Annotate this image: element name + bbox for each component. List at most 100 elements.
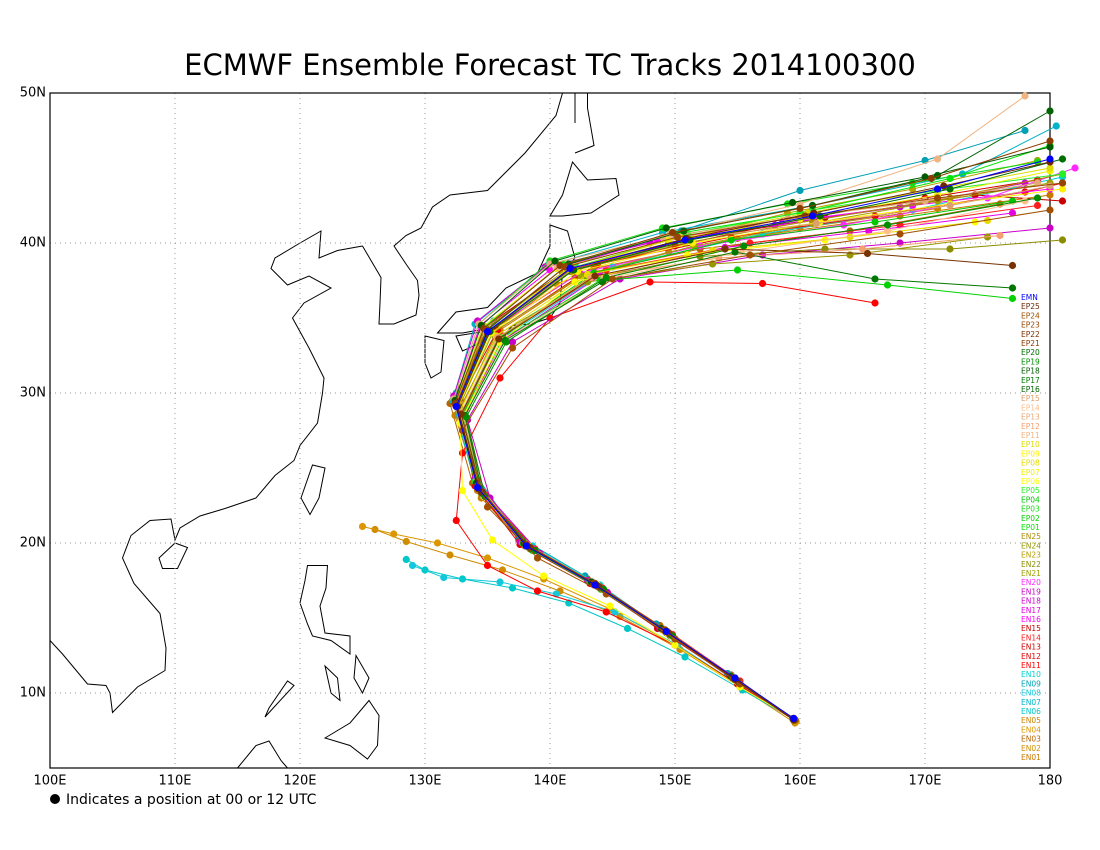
track-point xyxy=(1021,126,1029,135)
legend-entry: EN05 xyxy=(1021,716,1041,725)
y-tick-label: 20N xyxy=(20,536,46,551)
track xyxy=(451,143,1054,723)
legend-entry: EP15 xyxy=(1021,394,1040,403)
track-point xyxy=(602,590,610,598)
legend-entry: EP06 xyxy=(1021,477,1040,486)
coastline xyxy=(299,565,351,655)
x-tick-label: 170E xyxy=(908,774,941,789)
track-point xyxy=(602,273,610,282)
track-line xyxy=(456,194,1063,721)
y-tick-label: 30N xyxy=(20,386,46,401)
track-point xyxy=(996,231,1004,240)
coastline xyxy=(158,542,189,569)
track-point xyxy=(546,314,554,322)
track-point xyxy=(731,674,739,682)
track-line xyxy=(454,145,1051,721)
track-point xyxy=(433,539,442,547)
track-point xyxy=(927,174,935,183)
track-point xyxy=(591,272,599,280)
track-point xyxy=(921,197,929,205)
track-point xyxy=(1033,179,1042,187)
track-point xyxy=(733,266,742,274)
coastline xyxy=(424,335,445,379)
legend-entry: EN06 xyxy=(1021,707,1041,716)
note-marker xyxy=(50,794,60,804)
legend-entry: EP21 xyxy=(1021,339,1040,348)
track xyxy=(456,191,1054,724)
track-line xyxy=(461,209,1051,721)
legend-entry: EN23 xyxy=(1021,551,1041,560)
track-point xyxy=(946,201,954,210)
track-point xyxy=(483,554,492,562)
track-point xyxy=(408,561,417,570)
track-point xyxy=(623,624,632,633)
track-point xyxy=(883,227,892,235)
legend-entry: EN07 xyxy=(1021,698,1041,707)
track-point xyxy=(865,227,873,235)
track-point xyxy=(727,236,735,244)
x-tick-label: 150E xyxy=(658,774,691,789)
legend-entry: EN25 xyxy=(1021,532,1041,541)
legend-entry: EN01 xyxy=(1021,753,1041,762)
track-point xyxy=(846,233,854,241)
legend-entry: EP05 xyxy=(1021,486,1040,495)
track-point xyxy=(796,186,804,195)
grid xyxy=(49,92,1051,768)
track-line xyxy=(374,529,796,724)
y-tick-label: 10N xyxy=(20,686,46,701)
track-point xyxy=(508,584,517,592)
track-point xyxy=(608,275,617,283)
track-point xyxy=(496,578,504,586)
track-point xyxy=(402,555,410,564)
track xyxy=(458,266,1017,724)
track-point xyxy=(1021,92,1029,100)
track-point xyxy=(1058,155,1067,163)
track-point xyxy=(1058,185,1067,193)
track-point xyxy=(673,233,682,241)
legend-entry: EP10 xyxy=(1021,440,1040,449)
track-point xyxy=(933,194,942,202)
legend-entry: EP24 xyxy=(1021,311,1040,320)
track-point xyxy=(946,245,954,253)
chart-title: ECMWF Ensemble Forecast TC Tracks 201410… xyxy=(184,48,916,82)
track-point xyxy=(358,522,367,531)
x-tick-label: 110E xyxy=(158,774,191,789)
track-line xyxy=(362,526,797,722)
track-point xyxy=(921,173,929,181)
track xyxy=(448,122,1060,723)
track xyxy=(452,126,1029,723)
legend-entry: EP12 xyxy=(1021,422,1040,431)
x-tick-label: 130E xyxy=(408,774,441,789)
legend-entry: EP08 xyxy=(1021,459,1040,468)
plot-frame xyxy=(49,92,1051,769)
legend-entry: EP13 xyxy=(1021,413,1040,422)
legend-entry: EP22 xyxy=(1021,330,1040,339)
track-point xyxy=(483,503,492,511)
track-point xyxy=(495,335,503,343)
track-point xyxy=(1033,201,1042,210)
track-line xyxy=(453,182,1038,719)
track-point xyxy=(681,236,689,244)
legend-entry: EP04 xyxy=(1021,495,1040,504)
track-point xyxy=(1058,197,1067,205)
track-point xyxy=(671,635,679,643)
track-point xyxy=(533,587,542,595)
legend-entry: EP17 xyxy=(1021,376,1040,385)
track-line xyxy=(456,161,1051,721)
legend-entry: EP07 xyxy=(1021,468,1040,477)
track-point xyxy=(551,257,559,265)
track-point xyxy=(1046,107,1054,115)
legend-entry: EP25 xyxy=(1021,302,1040,311)
track-point xyxy=(863,249,872,258)
legend-entry: EP02 xyxy=(1021,514,1040,523)
track-point xyxy=(1058,236,1067,244)
legend-entry: EMN xyxy=(1021,293,1038,302)
track xyxy=(463,224,1054,724)
track-line xyxy=(459,236,988,721)
legend-entry: EP09 xyxy=(1021,449,1040,458)
legend-entry: EN19 xyxy=(1021,587,1041,596)
track-point xyxy=(871,275,879,283)
track-point xyxy=(871,299,879,307)
track xyxy=(371,525,799,727)
